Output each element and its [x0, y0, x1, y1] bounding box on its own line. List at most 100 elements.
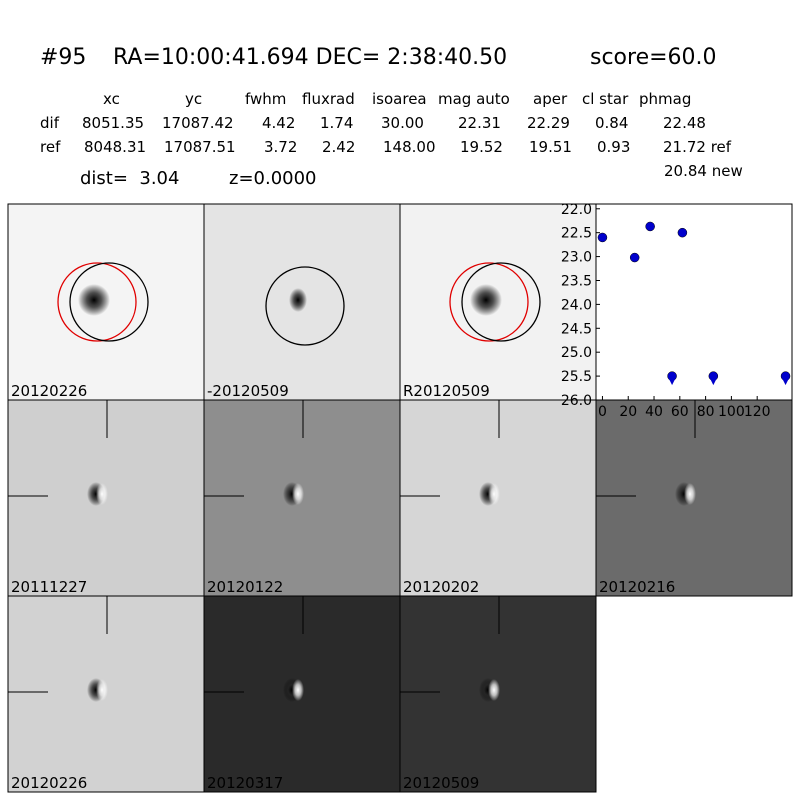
source: [289, 288, 307, 312]
table-cell: 8051.35: [82, 114, 144, 132]
source-pos: [488, 679, 500, 701]
limit-arrow: [781, 377, 790, 386]
source-pos: [292, 483, 304, 505]
y-tick-label: 24.0: [561, 297, 592, 313]
table-cell: 19.52: [460, 138, 503, 156]
stamp: 20120226: [7, 203, 205, 401]
point: [677, 227, 688, 238]
column-header: xc: [103, 90, 120, 108]
source-pos: [96, 483, 108, 505]
column-header: yc: [185, 90, 202, 108]
aperture-circle: [69, 262, 149, 342]
source-pos: [488, 483, 500, 505]
stamp: -20120509: [203, 203, 401, 401]
column-header: cl star: [582, 90, 629, 108]
table-cell: 148.00: [383, 138, 436, 156]
y-tick-label: 22.0: [561, 202, 592, 218]
table-cell: 3.72: [264, 138, 297, 156]
stamp-frame: [399, 595, 597, 793]
stamp: 20120122: [203, 399, 401, 597]
marker: [597, 232, 608, 243]
source: [470, 284, 502, 316]
column-header: aper: [533, 90, 568, 108]
y-tick-label: 23.5: [561, 273, 592, 289]
aperture-circle: [265, 266, 345, 346]
row-label: ref: [40, 138, 61, 156]
stamp-label: -20120509: [207, 382, 289, 400]
column-header: fwhm: [245, 90, 286, 108]
ref-circle: [57, 262, 137, 342]
distance: dist= 3.04: [80, 168, 179, 189]
stamp: 20120202: [399, 399, 597, 597]
row-label: dif: [40, 114, 60, 132]
column-header: mag auto: [438, 90, 510, 108]
stamp: 20120317: [203, 595, 401, 793]
stamp-label: 20120226: [11, 382, 87, 400]
y-tick-label: 24.5: [561, 321, 592, 337]
candidate-id: #95: [40, 45, 86, 70]
table-cell: 22.29: [527, 114, 570, 132]
stamp-label: 20120202: [403, 578, 479, 596]
table-cell: 22.48: [663, 114, 706, 132]
table-cell: 17087.51: [164, 138, 236, 156]
y-tick-label: 25.0: [561, 345, 592, 361]
table-cell: 30.00: [381, 114, 424, 132]
source: [78, 284, 110, 316]
table-cell: 8048.31: [84, 138, 146, 156]
limit-arrow: [709, 377, 718, 386]
column-header: isoarea: [372, 90, 427, 108]
stamp-label: R20120509: [403, 382, 490, 400]
table-cell: 17087.42: [162, 114, 234, 132]
table-cell: 2.42: [322, 138, 355, 156]
stamp-label: 20120122: [207, 578, 283, 596]
table-cell: 0.84: [595, 114, 628, 132]
source-pos: [292, 679, 304, 701]
upper-limit: [708, 371, 719, 386]
marker: [677, 227, 688, 238]
stamp-label: 20120226: [11, 774, 87, 792]
point: [629, 252, 640, 263]
table-cell: 0.93: [597, 138, 630, 156]
x-tick-label: 0: [598, 404, 607, 420]
table-cell: 21.72 ref: [663, 138, 732, 156]
y-tick-label: 23.0: [561, 250, 592, 266]
source-pos: [684, 483, 696, 505]
x-tick-label: 20: [619, 404, 637, 420]
coordinates: RA=10:00:41.694 DEC= 2:38:40.50: [113, 45, 507, 70]
table-note: 20.84 new: [664, 162, 743, 180]
stamp: 20120226: [7, 595, 205, 793]
stamp-label: 20120509: [403, 774, 479, 792]
score: score=60.0: [590, 45, 717, 70]
column-header: phmag: [639, 90, 691, 108]
stamp: 20120509: [399, 595, 597, 793]
stamp: 20111227: [7, 399, 205, 597]
x-tick-label: 80: [697, 404, 715, 420]
y-tick-label: 25.5: [561, 369, 592, 385]
stamp-label: 20120216: [599, 578, 675, 596]
stamp: 20120216: [595, 399, 793, 597]
stamp-label: 20120317: [207, 774, 283, 792]
upper-limit: [667, 371, 677, 386]
column-header: fluxrad: [302, 90, 355, 108]
point: [597, 232, 608, 243]
y-tick-label: 26.0: [561, 393, 592, 409]
x-tick-label: 40: [645, 404, 663, 420]
table-cell: 22.31: [458, 114, 501, 132]
point: [645, 221, 655, 232]
marker: [629, 252, 640, 263]
table-cell: 19.51: [529, 138, 572, 156]
source-pos: [96, 679, 108, 701]
redshift: z=0.0000: [229, 168, 317, 189]
stamp-label: 20111227: [11, 578, 87, 596]
x-tick-label: 120: [744, 404, 771, 420]
y-tick-label: 22.5: [561, 226, 592, 242]
ref-circle: [449, 262, 529, 342]
marker: [645, 221, 655, 232]
plot-area: [595, 203, 793, 401]
aperture-circle: [461, 262, 541, 342]
stamp: R20120509: [399, 203, 597, 401]
table-cell: 4.42: [262, 114, 295, 132]
upper-limit: [780, 371, 791, 386]
